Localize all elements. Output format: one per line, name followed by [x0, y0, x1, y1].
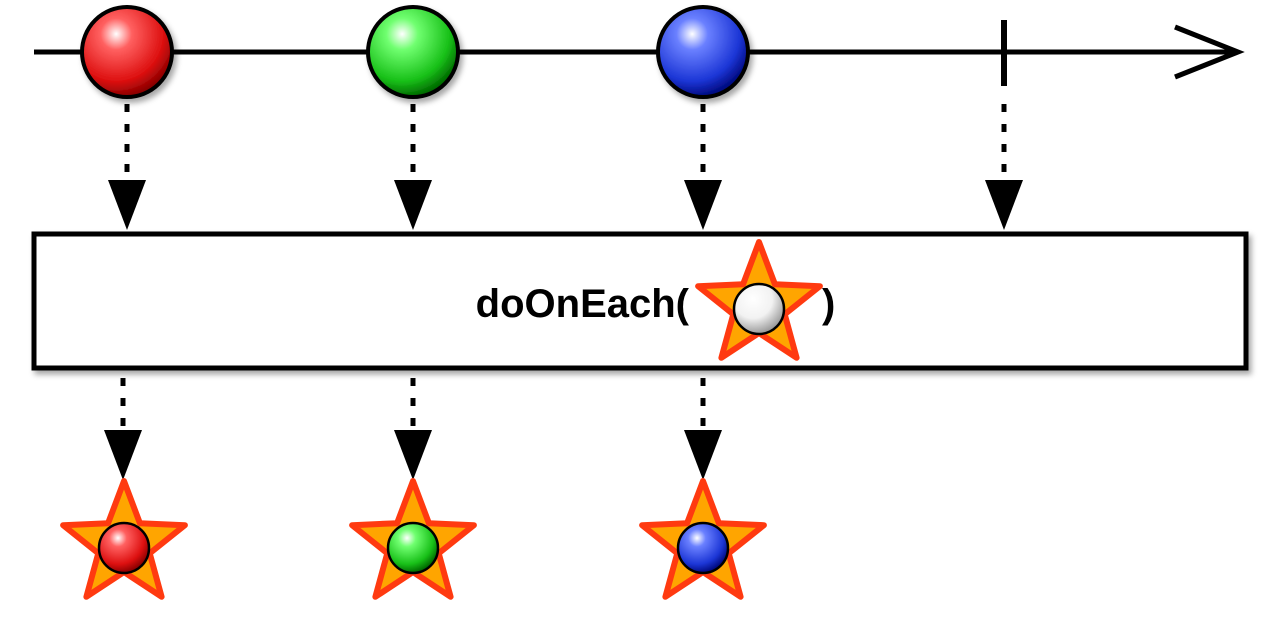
green-marble-icon: [366, 5, 460, 99]
red-marble-star-icon: [60, 478, 188, 600]
operator-box-frame: [31, 231, 1249, 371]
input-arrow: [394, 104, 432, 230]
input-arrow: [108, 104, 146, 230]
blue-marble-star-icon: [639, 478, 767, 600]
output-arrow: [104, 378, 142, 480]
blue-marble-icon: [656, 5, 750, 99]
completion-arrow: [985, 104, 1023, 230]
operator-label-prefix: doOnEach(: [476, 282, 690, 326]
output-arrows: [104, 378, 722, 480]
source-timeline: [34, 20, 1245, 86]
input-arrow: [684, 104, 722, 230]
input-arrows: [108, 104, 1023, 230]
source-marbles: [80, 5, 750, 99]
operator-label-suffix: ): [822, 282, 835, 326]
marble-icon: [732, 282, 786, 336]
green-marble-star-icon: [349, 478, 477, 600]
marble-icon: [676, 521, 730, 575]
marble-icon: [97, 521, 151, 575]
output-arrow: [684, 378, 722, 480]
stars-layer: [60, 239, 823, 600]
red-marble-icon: [80, 5, 174, 99]
timeline-arrowhead: [1174, 24, 1245, 80]
marble-icon: [386, 521, 440, 575]
white-marble-star-icon: [695, 239, 823, 361]
operator-box: doOnEach( ): [31, 231, 1249, 371]
output-arrow: [394, 378, 432, 480]
